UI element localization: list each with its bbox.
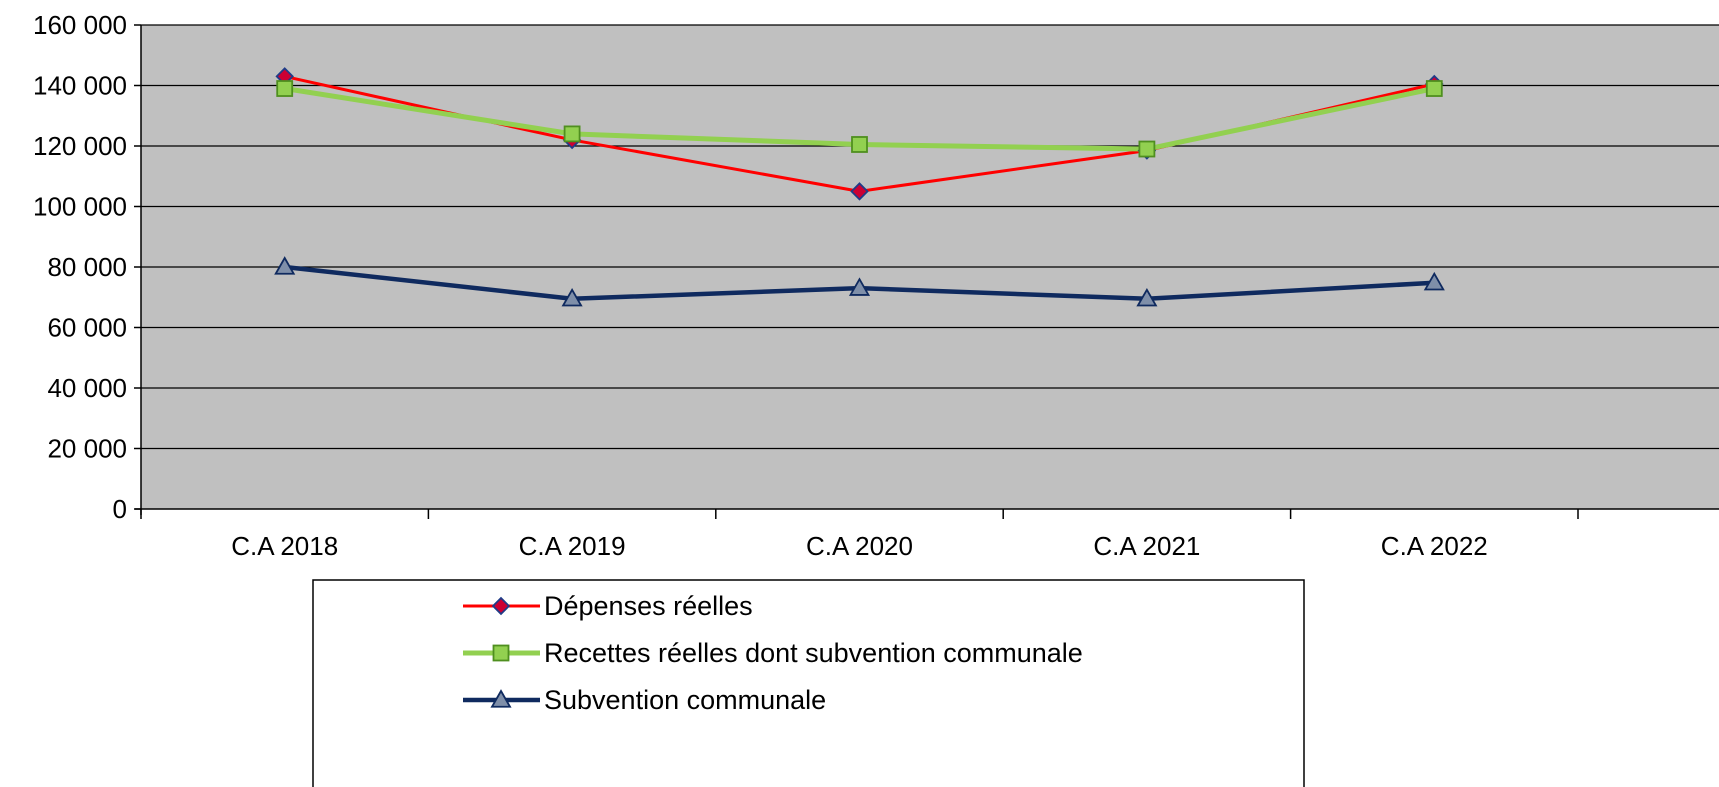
y-tick-label: 100 000: [33, 192, 127, 222]
series-3-point: [1136, 287, 1158, 307]
series-3-point: [561, 287, 583, 307]
legend: Dépenses réelles Recettes réelles dont su…: [312, 579, 1305, 787]
x-tick-label: C.A 2018: [231, 531, 338, 561]
y-tick-label: 60 000: [47, 313, 127, 343]
series-2-point: [563, 125, 581, 143]
series-3-point: [848, 277, 871, 296]
y-tick-label: 40 000: [47, 373, 127, 403]
x-axis-ticks: C.A 2018 C.A 2019 C.A 2020 C.A 2021 C.A 2022: [140, 509, 1579, 561]
x-tick-label: C.A 2019: [519, 531, 626, 561]
y-tick-label: 0: [113, 494, 127, 524]
x-tick-label: C.A 2020: [806, 531, 913, 561]
series-3-point: [1423, 271, 1445, 291]
legend-label: Dépenses réelles: [544, 591, 753, 621]
y-axis-ticks: 0 20 000 40 000 60 000 80 000 100 000 120 000 1…: [33, 10, 141, 524]
series-2-point: [276, 80, 294, 97]
series-2-point: [851, 136, 868, 153]
legend-label: Subvention communale: [544, 685, 826, 715]
y-tick-label: 80 000: [47, 252, 127, 282]
legend-label: Recettes réelles dont subvention communa…: [544, 638, 1083, 668]
y-tick-label: 140 000: [33, 71, 127, 101]
y-tick-label: 120 000: [33, 131, 127, 161]
series-markers: [274, 67, 1445, 307]
series-3-point: [274, 256, 296, 275]
y-tick-label: 160 000: [33, 10, 127, 40]
x-tick-label: C.A 2021: [1093, 531, 1200, 561]
series-1-point: [850, 182, 869, 201]
y-tick-label: 20 000: [47, 434, 127, 464]
legend-swatch-marker: [490, 689, 512, 708]
legend-swatch-marker: [492, 644, 510, 662]
series-2-point: [1425, 80, 1443, 97]
series-2-point: [1138, 140, 1156, 158]
legend-swatch-marker: [491, 596, 511, 616]
legend-box: [312, 579, 1305, 787]
x-tick-label: C.A 2022: [1381, 531, 1488, 561]
